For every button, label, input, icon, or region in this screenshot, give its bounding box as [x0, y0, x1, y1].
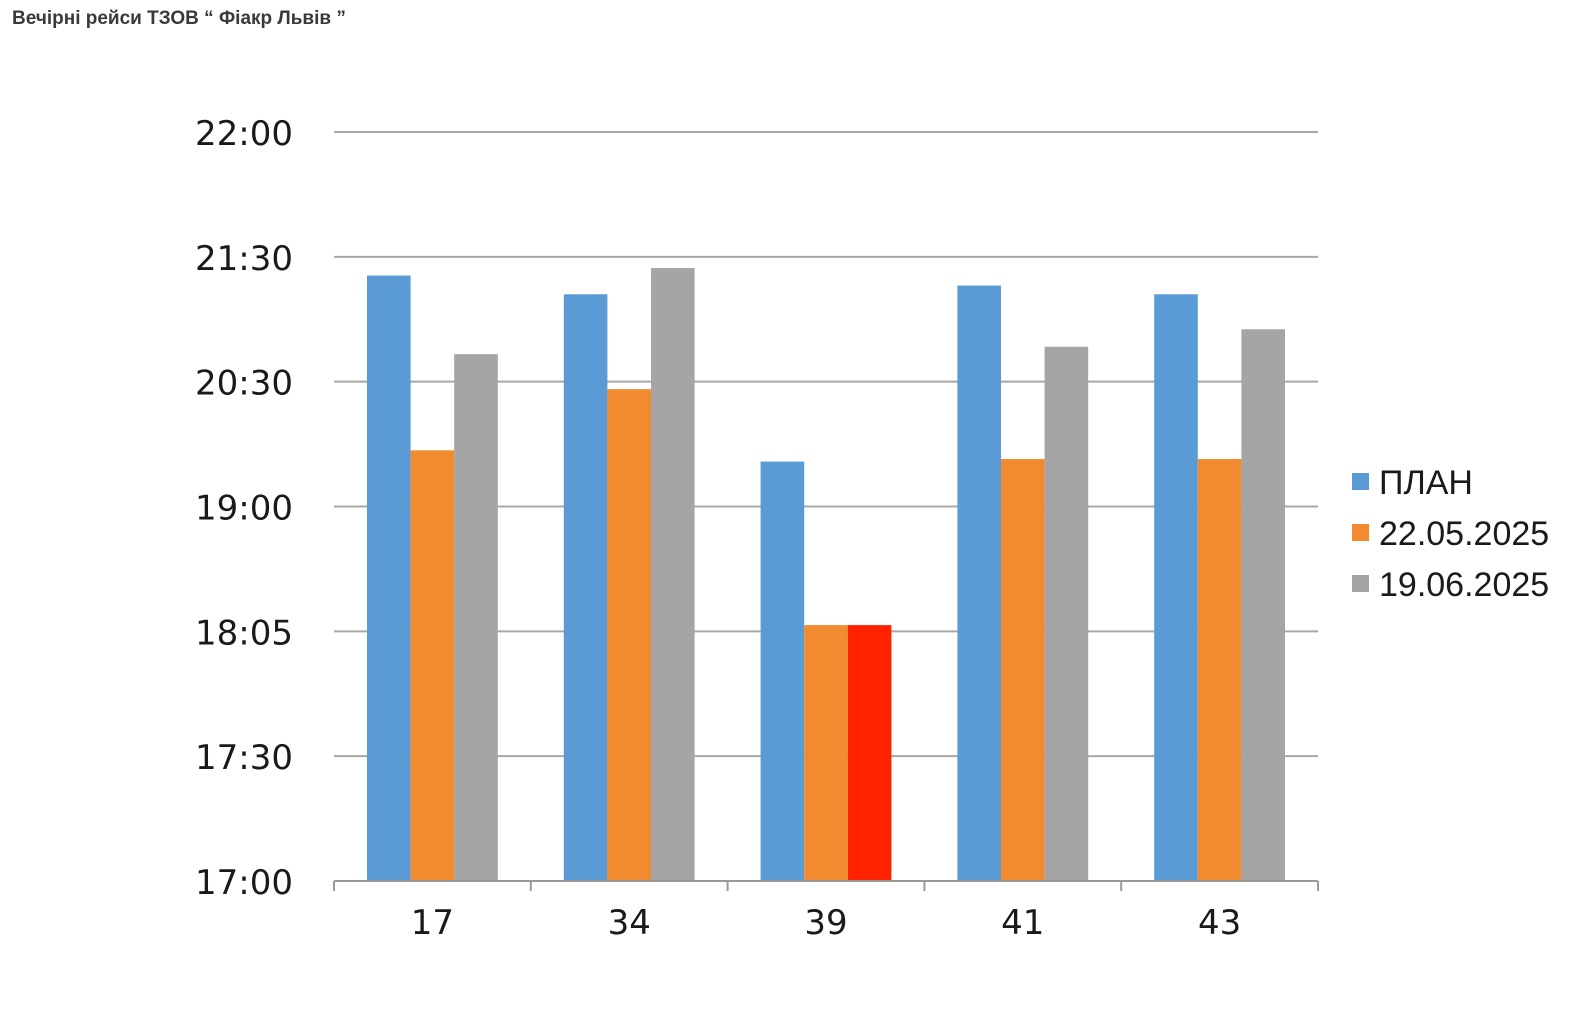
- legend-swatch: [1352, 524, 1369, 541]
- legend: ПЛАН 22.05.2025 19.06.2025: [1352, 464, 1549, 604]
- bars: [367, 268, 1285, 881]
- gridlines: [334, 131, 1318, 758]
- bar-43-series-2: [1197, 459, 1242, 881]
- legend-label: 22.05.2025: [1379, 515, 1549, 553]
- bar-43-series-3: [1241, 329, 1285, 881]
- y-tick-label: 17:30: [195, 738, 293, 778]
- bar-34-series-1: [563, 294, 608, 881]
- y-tick-label: 17:00: [195, 863, 293, 903]
- axes: [333, 880, 1319, 891]
- x-tick-label: 43: [1198, 903, 1241, 943]
- bar-17-series-3: [454, 354, 498, 881]
- bar-17-series-1: [367, 275, 411, 881]
- y-tick-label: 20:30: [195, 364, 293, 404]
- bar-17-series-2: [410, 450, 455, 881]
- bar-34-series-2: [607, 389, 651, 881]
- bar-39-series-1: [760, 461, 805, 881]
- bar-39-series-3: [847, 625, 892, 881]
- bar-41-series-3: [1044, 346, 1089, 881]
- bar-39-series-2: [804, 625, 848, 881]
- legend-label: ПЛАН: [1379, 464, 1473, 502]
- legend-swatch: [1352, 575, 1369, 592]
- y-axis-tick-labels: 17:00 17:30 18:05 19:00 20:30 21:30 22:00: [195, 114, 293, 903]
- x-tick-label: 39: [804, 903, 847, 943]
- bar-41-series-1: [957, 285, 1001, 881]
- x-tick-label: 34: [608, 903, 651, 943]
- bar-43-series-1: [1154, 294, 1198, 881]
- x-axis-tick-labels: 17 34 39 41 43: [411, 903, 1241, 943]
- page-title: Вечірні рейси ТЗОВ “ Фіакр Львів ”: [12, 8, 346, 29]
- bar-41-series-2: [1001, 459, 1045, 881]
- legend-swatch: [1352, 473, 1369, 490]
- bar-34-series-3: [651, 268, 695, 881]
- y-tick-label: 21:30: [195, 239, 293, 279]
- legend-label: 19.06.2025: [1379, 566, 1549, 604]
- x-tick-label: 41: [1001, 903, 1044, 943]
- y-tick-label: 18:05: [195, 613, 293, 653]
- y-tick-label: 19:00: [195, 489, 293, 529]
- y-tick-label: 22:00: [195, 114, 293, 154]
- x-tick-label: 17: [411, 903, 454, 943]
